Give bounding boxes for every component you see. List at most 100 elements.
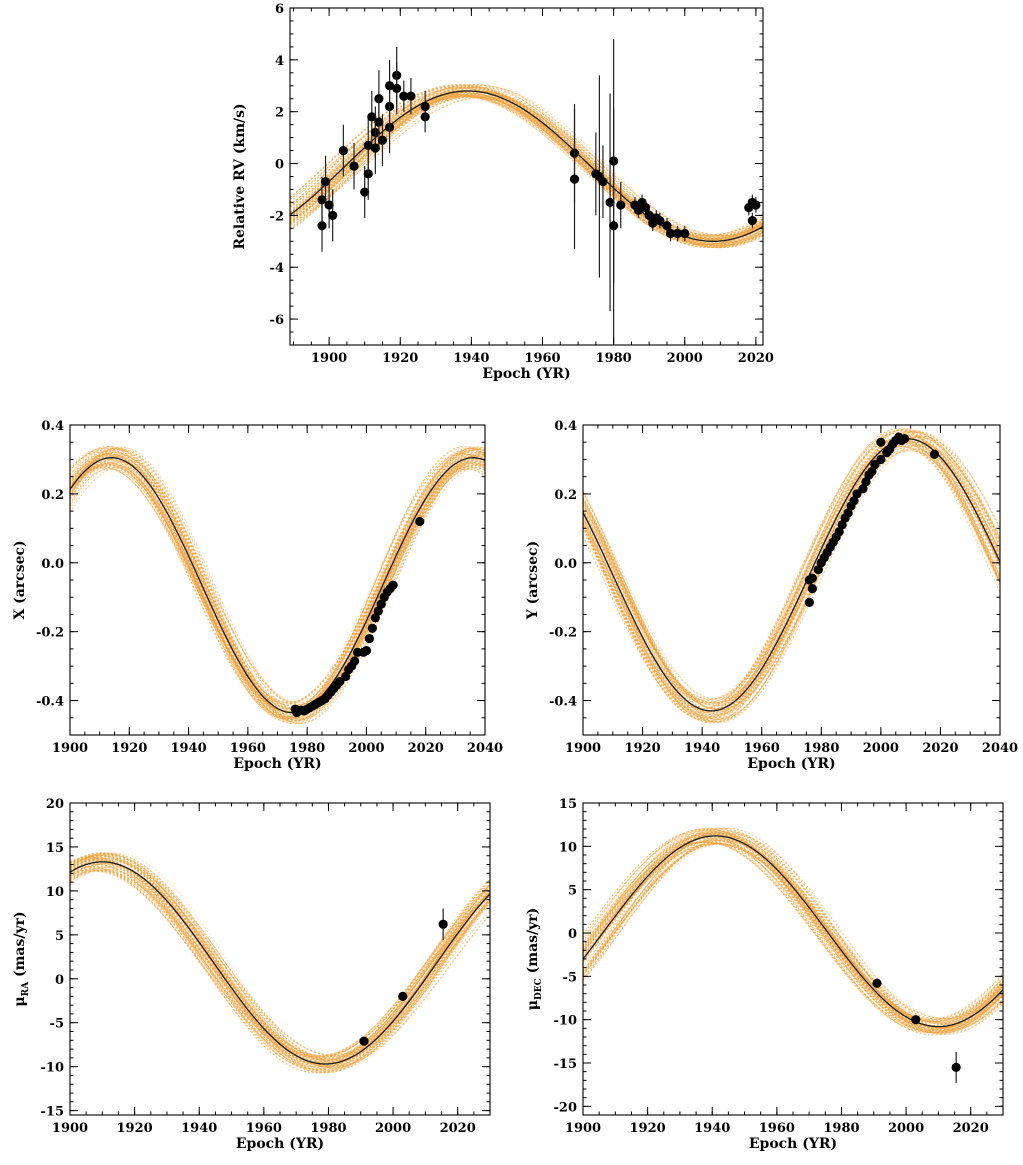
data-point [616, 200, 626, 210]
mc-orbit-line [583, 431, 1000, 724]
data-point [384, 81, 395, 91]
mc-orbit-line [583, 429, 1000, 714]
data-point [367, 112, 377, 122]
y-axis-label: Y (arcsec) [525, 541, 541, 620]
mc-orbit-line [70, 454, 485, 711]
y-tick-label: -0.2 [549, 626, 577, 641]
mc-orbit-line [70, 455, 485, 725]
mc-orbit-line [70, 463, 485, 703]
mc-orbit-line [70, 460, 485, 724]
data-point [929, 449, 940, 459]
data-point [438, 919, 448, 929]
data-point [373, 606, 383, 616]
mc-orbit-line [70, 852, 490, 1063]
x-axis-label: Epoch (YR) [236, 1136, 324, 1152]
axis-ticks [69, 424, 486, 736]
mc-orbit-line [583, 837, 1003, 1020]
mc-orbit-line [290, 95, 763, 248]
mc-orbit-line [583, 436, 1000, 722]
mc-orbit-line [70, 870, 490, 1065]
x-tick-label: 1940 [181, 1121, 217, 1136]
mc-orbit-line [583, 447, 1000, 718]
mc-orbit-line [70, 467, 485, 713]
mc-orbit-line [70, 446, 485, 706]
x-tick-label: 1920 [630, 1121, 666, 1136]
plot-frame [69, 424, 486, 736]
mc-orbit-line [290, 90, 763, 248]
x-tick-label: 1900 [565, 741, 601, 756]
mc-orbit-line [70, 454, 485, 704]
mc-orbit-line [290, 86, 763, 248]
mc-orbit-line [583, 428, 1000, 720]
mc-orbit-line [70, 856, 490, 1061]
mc-orbit-line [583, 431, 1000, 713]
x-tick-label: 1960 [246, 1121, 282, 1136]
mc-orbit-line [583, 843, 1003, 1029]
panel-x: 1900 1920 1940 1960 1980 2000 2020 2040 -0.4 -0.2… [12, 419, 503, 772]
mc-orbit-line [70, 463, 485, 712]
x-tick-label: 1920 [382, 351, 418, 366]
mc-orbit-line [583, 827, 1003, 1029]
mc-orbit-line [583, 837, 1003, 1025]
data-point [837, 520, 847, 530]
mc-orbit-line [70, 452, 485, 724]
mc-orbit-line [70, 445, 485, 718]
mc-orbits [583, 428, 1000, 724]
data-point [415, 516, 425, 527]
mc-orbit-line [70, 853, 490, 1073]
best-fit-orbit-line [583, 835, 1003, 1028]
y-tick-label: 0 [275, 158, 284, 173]
mc-orbit-line [583, 438, 1000, 705]
mc-orbit-line [583, 841, 1003, 1034]
mc-orbit-line [583, 442, 1000, 704]
mc-orbit-line [70, 447, 485, 704]
mc-orbit-line [583, 440, 1000, 713]
mc-orbit-line [70, 870, 490, 1067]
data-point [598, 177, 608, 187]
x-tick-label: 1920 [624, 741, 660, 756]
mc-orbit-line [583, 829, 1003, 1030]
mc-orbit-line [70, 461, 485, 713]
y-tick-label: -10 [41, 1061, 65, 1076]
x-tick-label: 2000 [667, 351, 703, 366]
x-tick-label: 1940 [684, 741, 720, 756]
data-point [843, 508, 853, 518]
data-point [376, 599, 386, 609]
data-point [807, 584, 817, 594]
y-tick-label: -15 [41, 1105, 65, 1120]
y-tick-label: 6 [275, 2, 284, 17]
mc-orbit-line [70, 448, 485, 712]
mc-orbit-line [70, 450, 485, 720]
mc-orbit-line [583, 429, 1000, 720]
data-point [370, 613, 380, 623]
mc-orbit-line [583, 838, 1003, 1034]
mc-orbit-line [583, 430, 1000, 712]
y-tick-label: 5 [568, 884, 577, 899]
mc-orbit-line [70, 455, 485, 703]
mc-orbit-line [583, 438, 1000, 715]
y-tick-label: -20 [554, 1100, 578, 1115]
mc-orbit-line [583, 437, 1000, 717]
y-tick-label: 0.0 [41, 557, 64, 572]
mc-orbit-line [583, 441, 1000, 704]
mc-orbit-line [583, 441, 1000, 700]
x-tick-label: 1920 [111, 741, 147, 756]
y-tick-label: 4 [275, 54, 284, 69]
mc-orbit-line [583, 441, 1000, 705]
mc-orbit-line [583, 441, 1000, 711]
mc-orbit-line [583, 435, 1000, 711]
mc-orbit-line [70, 857, 490, 1072]
mc-orbit-line [290, 92, 763, 246]
x-tick-label: 2000 [348, 741, 384, 756]
mc-orbits [70, 445, 485, 725]
y-tick-label: 0.0 [554, 557, 577, 572]
y-tick-label: 10 [46, 885, 64, 900]
axis-ticks [69, 802, 491, 1115]
x-tick-label: 1980 [596, 351, 632, 366]
data-point [870, 460, 880, 470]
data-point [317, 221, 327, 231]
data-point [633, 205, 644, 215]
mc-orbit-line [583, 836, 1003, 1025]
x-tick-label: 1940 [694, 1121, 730, 1136]
data-points [359, 908, 448, 1046]
